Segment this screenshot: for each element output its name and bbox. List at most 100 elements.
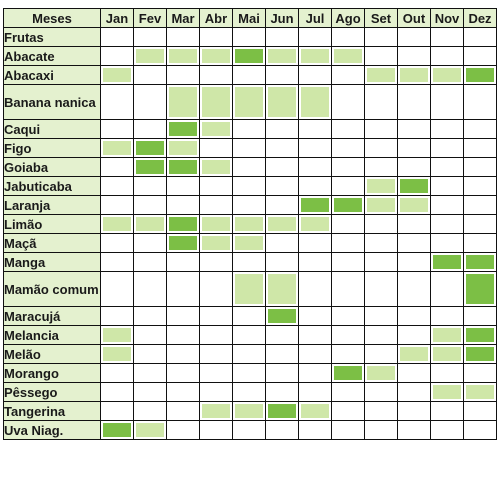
header-row: Meses Jan Fev Mar Abr Mai Jun Jul Ago Set Out Nov D… — [4, 9, 497, 28]
availability-cell-jul — [299, 158, 332, 177]
no-availability-fill — [235, 347, 263, 361]
availability-cell-mai — [233, 177, 266, 196]
no-availability-fill — [367, 347, 395, 361]
low-availability-fill — [334, 49, 362, 63]
fruit-row: Figo — [4, 139, 497, 158]
section-cell — [332, 28, 365, 47]
availability-cell-mai — [233, 364, 266, 383]
availability-cell-abr — [200, 402, 233, 421]
availability-cell-mai — [233, 253, 266, 272]
availability-cell-mar — [167, 253, 200, 272]
availability-cell-set — [365, 383, 398, 402]
availability-cell-jul — [299, 253, 332, 272]
no-availability-fill — [235, 366, 263, 380]
availability-cell-mai — [233, 383, 266, 402]
no-availability-fill — [466, 423, 494, 437]
no-availability-fill — [334, 179, 362, 193]
availability-cell-abr — [200, 47, 233, 66]
no-availability-fill — [268, 385, 296, 399]
no-availability-fill — [235, 122, 263, 136]
fruit-name: Caqui — [4, 120, 101, 139]
no-availability-fill — [433, 87, 461, 117]
no-availability-fill — [136, 122, 164, 136]
availability-cell-ago — [332, 66, 365, 85]
no-availability-fill — [301, 328, 329, 342]
low-availability-fill — [202, 217, 230, 231]
fruit-row: Manga — [4, 253, 497, 272]
no-availability-fill — [466, 141, 494, 155]
availability-cell-dez — [464, 85, 497, 120]
availability-cell-nov — [431, 383, 464, 402]
availability-cell-nov — [431, 215, 464, 234]
no-availability-fill — [400, 122, 428, 136]
availability-cell-ago — [332, 47, 365, 66]
availability-cell-jul — [299, 383, 332, 402]
availability-cell-dez — [464, 272, 497, 307]
availability-cell-jun — [266, 215, 299, 234]
no-availability-fill — [400, 309, 428, 323]
low-availability-fill — [202, 87, 230, 117]
availability-cell-jan — [101, 47, 134, 66]
no-availability-fill — [103, 274, 131, 304]
availability-cell-mai — [233, 85, 266, 120]
no-availability-fill — [103, 309, 131, 323]
availability-cell-fev — [134, 307, 167, 326]
availability-cell-nov — [431, 139, 464, 158]
availability-cell-nov — [431, 272, 464, 307]
high-availability-fill — [268, 309, 296, 323]
no-availability-fill — [367, 274, 395, 304]
no-availability-fill — [268, 347, 296, 361]
no-availability-fill — [400, 87, 428, 117]
availability-cell-fev — [134, 421, 167, 440]
no-availability-fill — [334, 385, 362, 399]
no-availability-fill — [169, 385, 197, 399]
availability-cell-fev — [134, 139, 167, 158]
availability-cell-jul — [299, 272, 332, 307]
no-availability-fill — [301, 255, 329, 269]
low-availability-fill — [268, 217, 296, 231]
fruit-row: Caqui — [4, 120, 497, 139]
high-availability-fill — [169, 217, 197, 231]
availability-cell-ago — [332, 196, 365, 215]
availability-cell-nov — [431, 402, 464, 421]
availability-cell-dez — [464, 253, 497, 272]
no-availability-fill — [433, 122, 461, 136]
no-availability-fill — [202, 328, 230, 342]
availability-cell-ago — [332, 364, 365, 383]
availability-cell-fev — [134, 196, 167, 215]
low-availability-fill — [235, 87, 263, 117]
availability-cell-nov — [431, 307, 464, 326]
no-availability-fill — [334, 404, 362, 418]
availability-cell-dez — [464, 66, 497, 85]
no-availability-fill — [466, 179, 494, 193]
availability-cell-jul — [299, 345, 332, 364]
availability-cell-nov — [431, 345, 464, 364]
no-availability-fill — [466, 122, 494, 136]
fruit-name: Maracujá — [4, 307, 101, 326]
no-availability-fill — [367, 87, 395, 117]
seasonal-fruit-table: Meses Jan Fev Mar Abr Mai Jun Jul Ago Set Out Nov D… — [3, 8, 497, 440]
availability-cell-out — [398, 364, 431, 383]
availability-cell-jun — [266, 421, 299, 440]
no-availability-fill — [136, 328, 164, 342]
no-availability-fill — [334, 87, 362, 117]
availability-cell-nov — [431, 234, 464, 253]
no-availability-fill — [235, 198, 263, 212]
availability-cell-dez — [464, 326, 497, 345]
no-availability-fill — [268, 328, 296, 342]
no-availability-fill — [169, 255, 197, 269]
availability-cell-nov — [431, 120, 464, 139]
low-availability-fill — [169, 141, 197, 155]
fruit-name: Abacaxi — [4, 66, 101, 85]
header-month-jun: Jun — [266, 9, 299, 28]
availability-cell-jan — [101, 253, 134, 272]
availability-cell-out — [398, 196, 431, 215]
availability-cell-jun — [266, 120, 299, 139]
header-month-abr: Abr — [200, 9, 233, 28]
availability-cell-ago — [332, 215, 365, 234]
no-availability-fill — [466, 160, 494, 174]
availability-cell-out — [398, 272, 431, 307]
no-availability-fill — [268, 255, 296, 269]
no-availability-fill — [466, 309, 494, 323]
availability-cell-jul — [299, 326, 332, 345]
